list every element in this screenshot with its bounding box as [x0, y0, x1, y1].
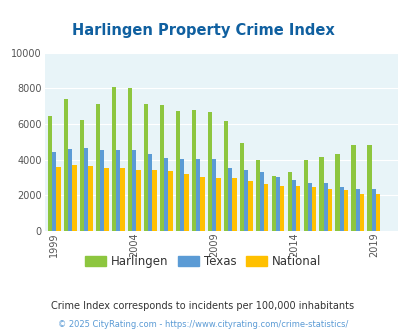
Bar — [116, 150, 120, 231]
Bar — [307, 183, 311, 231]
Bar — [211, 159, 216, 231]
Bar — [100, 150, 104, 231]
Bar — [72, 165, 77, 231]
Bar — [168, 171, 172, 231]
Bar — [128, 88, 132, 231]
Bar — [191, 110, 196, 231]
Bar — [247, 181, 252, 231]
Bar — [104, 168, 109, 231]
Bar — [200, 177, 204, 231]
Bar — [159, 105, 164, 231]
Bar — [184, 174, 188, 231]
Bar — [303, 160, 307, 231]
Bar — [64, 99, 68, 231]
Bar — [375, 194, 379, 231]
Bar — [179, 159, 184, 231]
Bar — [164, 158, 168, 231]
Bar — [216, 178, 220, 231]
Text: Harlingen Property Crime Index: Harlingen Property Crime Index — [71, 23, 334, 38]
Bar — [264, 184, 268, 231]
Bar — [239, 143, 243, 231]
Bar — [120, 168, 124, 231]
Bar — [367, 146, 371, 231]
Bar — [279, 185, 284, 231]
Bar — [287, 172, 291, 231]
Bar — [255, 160, 259, 231]
Bar — [311, 187, 315, 231]
Text: © 2025 CityRating.com - https://www.cityrating.com/crime-statistics/: © 2025 CityRating.com - https://www.city… — [58, 319, 347, 329]
Bar — [319, 157, 323, 231]
Bar — [79, 119, 84, 231]
Bar — [339, 187, 343, 231]
Bar — [111, 87, 116, 231]
Bar — [227, 168, 232, 231]
Bar — [223, 120, 227, 231]
Bar — [351, 145, 355, 231]
Bar — [359, 194, 364, 231]
Bar — [175, 111, 179, 231]
Bar — [355, 189, 359, 231]
Bar — [259, 172, 264, 231]
Text: Crime Index corresponds to incidents per 100,000 inhabitants: Crime Index corresponds to incidents per… — [51, 301, 354, 311]
Bar — [275, 177, 279, 231]
Bar — [232, 179, 236, 231]
Bar — [371, 189, 375, 231]
Bar — [148, 154, 152, 231]
Bar — [68, 149, 72, 231]
Bar — [323, 183, 327, 231]
Bar — [196, 159, 200, 231]
Bar — [207, 113, 211, 231]
Bar — [48, 116, 52, 231]
Legend: Harlingen, Texas, National: Harlingen, Texas, National — [80, 250, 325, 273]
Bar — [271, 176, 275, 231]
Bar — [335, 154, 339, 231]
Bar — [88, 166, 92, 231]
Bar — [52, 152, 56, 231]
Bar — [84, 148, 88, 231]
Bar — [136, 170, 140, 231]
Bar — [152, 170, 156, 231]
Bar — [327, 189, 332, 231]
Bar — [243, 170, 247, 231]
Bar — [343, 190, 347, 231]
Bar — [132, 150, 136, 231]
Bar — [143, 104, 148, 231]
Bar — [291, 180, 295, 231]
Bar — [96, 105, 100, 231]
Bar — [295, 186, 300, 231]
Bar — [56, 167, 61, 231]
